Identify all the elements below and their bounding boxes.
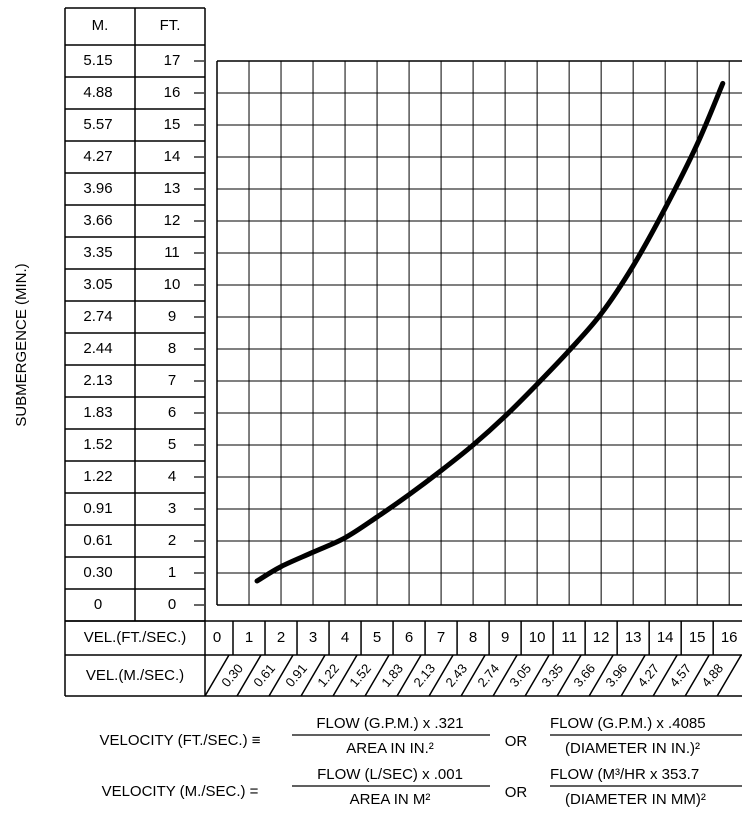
- x-tick-label: 10: [529, 629, 546, 646]
- y-tick-label: 5: [168, 436, 176, 453]
- table-border: [652, 654, 678, 697]
- y-tick-label: 9: [168, 308, 176, 325]
- formula-denominator: AREA IN IN.²: [346, 740, 434, 757]
- m-header: M.: [92, 17, 109, 34]
- m-label: 0.61: [83, 532, 112, 549]
- x-tick-label: 16: [721, 629, 738, 646]
- table-border: [236, 654, 262, 697]
- y-tick-label: 7: [168, 372, 176, 389]
- table-border: [300, 654, 326, 697]
- m-label: 1.83: [83, 404, 112, 421]
- formula-numerator: FLOW (M³/HR x 353.7: [550, 766, 699, 783]
- formula-denominator: AREA IN M²: [350, 791, 431, 808]
- table-border: [620, 654, 646, 697]
- table-border: [204, 654, 230, 697]
- y-tick-label: 6: [168, 404, 176, 421]
- m-label: 4.27: [83, 148, 112, 165]
- m-label: 5.15: [83, 52, 112, 69]
- m-label: 2.44: [83, 340, 112, 357]
- m-label: 4.88: [83, 84, 112, 101]
- x-tick-label: 11: [561, 629, 577, 646]
- m-label: 3.66: [83, 212, 112, 229]
- table-border: [524, 654, 550, 697]
- y-tick-label: 15: [164, 116, 181, 133]
- y-tick-label: 3: [168, 500, 176, 517]
- x-tick-label: 13: [625, 629, 642, 646]
- y-tick-label: 10: [164, 276, 181, 293]
- m-label: 5.57: [83, 116, 112, 133]
- formula-lhs: VELOCITY (M./SEC.) =: [102, 783, 259, 800]
- y-tick-label: 0: [168, 596, 176, 613]
- m-label: 0.91: [83, 500, 112, 517]
- x-ft-label: VEL.(FT./SEC.): [84, 629, 187, 646]
- m-label: 0: [94, 596, 102, 613]
- y-tick-label: 13: [164, 180, 181, 197]
- x-tick-label: 4: [341, 629, 349, 646]
- x-tick-label: 0: [213, 629, 221, 646]
- ft-header: FT.: [160, 17, 181, 34]
- x-tick-label: 2: [277, 629, 285, 646]
- m-label: 3.35: [83, 244, 112, 261]
- x-tick-label: 7: [437, 629, 445, 646]
- x-tick-label: 12: [593, 629, 610, 646]
- x-tick-label: 1: [245, 629, 253, 646]
- x-tick-label: 3: [309, 629, 317, 646]
- formula-numerator: FLOW (G.P.M.) x .4085: [550, 715, 706, 732]
- x-tick-label: 14: [657, 629, 674, 646]
- x-tick-label: 6: [405, 629, 413, 646]
- m-label: 0.30: [83, 564, 112, 581]
- table-border: [428, 654, 454, 697]
- table-border: [684, 654, 710, 697]
- formula-or: OR: [505, 784, 528, 801]
- x-m-label: VEL.(M./SEC.): [86, 667, 184, 684]
- formula-denominator: (DIAMETER IN IN.)²: [565, 740, 700, 757]
- table-border: [364, 654, 390, 697]
- m-label: 2.13: [83, 372, 112, 389]
- y-tick-label: 11: [164, 244, 180, 261]
- table-border: [396, 654, 422, 697]
- m-label: 1.22: [83, 468, 112, 485]
- formula-or: OR: [505, 733, 528, 750]
- y-tick-label: 12: [164, 212, 181, 229]
- y-tick-label: 16: [164, 84, 181, 101]
- x-tick-label: 5: [373, 629, 381, 646]
- m-label: 3.96: [83, 180, 112, 197]
- table-border: [716, 654, 742, 697]
- x-tick-label: 15: [689, 629, 706, 646]
- table-border: [588, 654, 614, 697]
- table-border: [556, 654, 582, 697]
- y-tick-label: 4: [168, 468, 176, 485]
- table-border: [492, 654, 518, 697]
- y-tick-label: 2: [168, 532, 176, 549]
- x-tick-label: 8: [469, 629, 477, 646]
- formula-denominator: (DIAMETER IN MM)²: [565, 791, 706, 808]
- y-axis-label: SUBMERGENCE (MIN.): [13, 263, 30, 426]
- y-tick-label: 1: [168, 564, 176, 581]
- y-tick-label: 14: [164, 148, 181, 165]
- formula-numerator: FLOW (G.P.M.) x .321: [316, 715, 463, 732]
- m-label: 2.74: [83, 308, 112, 325]
- m-label: 3.05: [83, 276, 112, 293]
- table-border: [268, 654, 294, 697]
- formula-numerator: FLOW (L/SEC) x .001: [317, 766, 463, 783]
- m-label: 1.52: [83, 436, 112, 453]
- y-tick-label: 17: [164, 52, 181, 69]
- curve: [254, 80, 726, 584]
- table-border: [332, 654, 358, 697]
- x-tick-label: 9: [501, 629, 509, 646]
- table-border: [460, 654, 486, 697]
- y-tick-label: 8: [168, 340, 176, 357]
- formula-lhs: VELOCITY (FT./SEC.) ≡: [99, 732, 260, 749]
